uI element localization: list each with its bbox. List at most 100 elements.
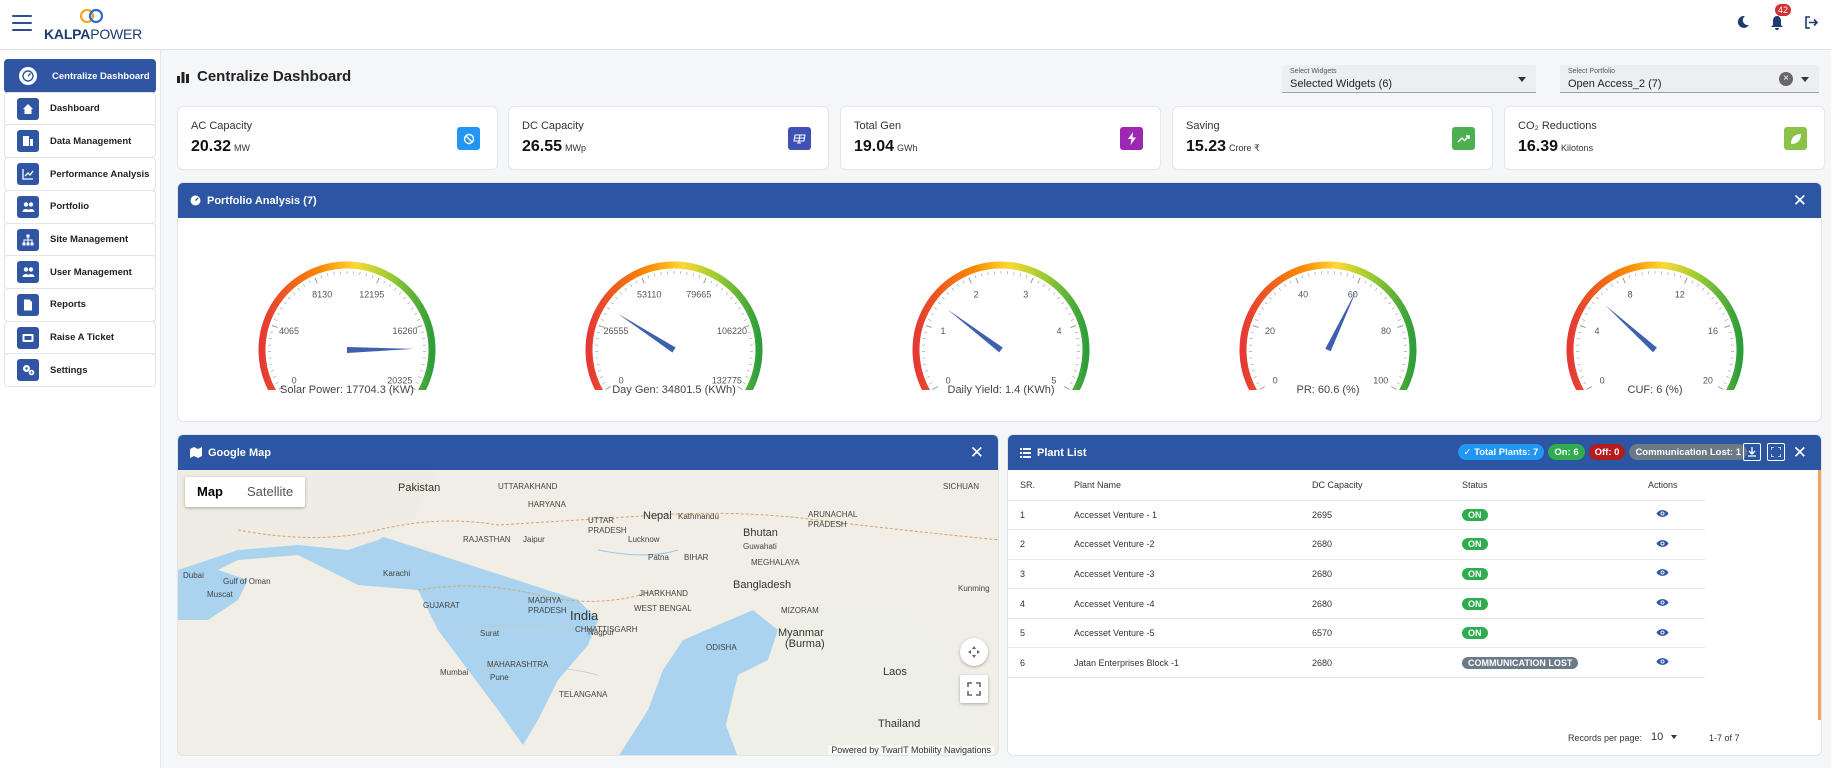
gauge-tick	[619, 292, 623, 295]
map-attribution: Powered by TwarIT Mobility Navigations	[828, 745, 994, 755]
kpi-value: 16.39 Kilotons	[1518, 138, 1594, 155]
sidebar-item-reports[interactable]: Reports	[4, 287, 156, 322]
status-chip[interactable]: ✓ Total Plants: 7	[1457, 444, 1545, 460]
expand-icon[interactable]	[1767, 443, 1785, 461]
map-tab-satellite[interactable]: Satellite	[247, 484, 294, 499]
gauge-tick	[987, 272, 989, 276]
gauge-1: 0 26555 53110 79665 106220 132775 Day Gen: 348…	[574, 250, 774, 410]
google-map-panel: Google Map ✕ Map Satellite Pakistan UTTAR…	[177, 434, 999, 756]
gauge-tick	[981, 273, 983, 277]
clear-selection-icon[interactable]: ×	[1779, 72, 1793, 86]
gauge-tick	[1719, 307, 1722, 310]
gauge-tick-label: 80	[1381, 326, 1391, 336]
gauge-tick	[596, 363, 600, 366]
sidebar-item-user-management[interactable]: User Management	[4, 255, 156, 290]
map-canvas[interactable]: Map Satellite Pakistan UTTARAKHAND HARYANA…	[178, 470, 998, 755]
view-eye-icon[interactable]	[1656, 568, 1669, 579]
gauge-tick	[280, 307, 283, 310]
table-row: 5 Accesset Venture -5 6570 ON	[1008, 618, 1705, 649]
gauge-tick-label: 0	[946, 376, 951, 386]
select-portfolio-dropdown[interactable]: Select Portfolio Open Access_2 (7) ×	[1560, 65, 1819, 93]
chevron-down-icon[interactable]	[1671, 735, 1677, 739]
sidebar-item-performance-analysis[interactable]: Performance Analysis	[4, 157, 156, 192]
gauge-tick	[1284, 284, 1287, 287]
gauge-tick	[598, 325, 605, 328]
gauge-tick-label: 8130	[312, 289, 332, 299]
close-icon[interactable]: ✕	[1792, 191, 1807, 210]
cell-status: ON	[1462, 559, 1648, 590]
page-title-text: Centralize Dashboard	[197, 68, 352, 85]
gauge-tick	[1261, 307, 1264, 310]
view-eye-icon[interactable]	[1656, 509, 1669, 520]
status-chip[interactable]: On: 6	[1548, 444, 1585, 460]
map-place-label: WEST BENGAL	[634, 604, 692, 613]
gauge-tick	[1037, 280, 1040, 284]
close-icon[interactable]: ✕	[1792, 443, 1807, 462]
sidebar-item-dashboard[interactable]: Dashboard	[4, 91, 156, 126]
gauge-needle	[617, 313, 676, 353]
map-place-label: Bhutan	[743, 527, 778, 539]
hamburger-menu-icon[interactable]	[12, 15, 32, 31]
gauge-tick	[1273, 292, 1277, 295]
sidebar-item-data-management[interactable]: Data Management	[4, 124, 156, 159]
gauge-tick	[1396, 382, 1400, 384]
view-eye-icon[interactable]	[1656, 628, 1669, 639]
logout-icon[interactable]	[1801, 12, 1821, 32]
cell-plant-name: Accesset Venture - 1	[1074, 500, 1312, 531]
map-place-label: Karachi	[383, 569, 411, 578]
status-chip[interactable]: Off: 0	[1588, 444, 1626, 460]
sidebar-item-site-management[interactable]: Site Management	[4, 222, 156, 257]
gauge-tick	[937, 301, 941, 305]
cell-plant-name: Accesset Venture -3	[1074, 559, 1312, 590]
gauge-tick	[320, 275, 323, 279]
kpi-value: 19.04 GWh	[854, 138, 918, 155]
kpi-value: 26.55 MWp	[522, 138, 587, 155]
pagination-range: 1-7 of 7	[1709, 733, 1740, 743]
sidebar-item-raise-a-ticket[interactable]: Raise A Ticket	[4, 320, 156, 355]
gauge-tick	[597, 370, 601, 372]
gauge-tick	[1578, 331, 1582, 333]
gauge-tick	[388, 284, 391, 287]
chevron-down-icon[interactable]	[1801, 77, 1809, 82]
gauge-tick	[741, 313, 745, 316]
gauge-tick	[928, 319, 932, 321]
gauge-tick	[1696, 284, 1699, 287]
gauge-2: 0 1 2 3 4 5 Daily Yield: 1.4 (KWh)	[901, 250, 1101, 410]
notification-bell-icon[interactable]: 42	[1767, 4, 1792, 32]
cell-dc-capacity: 2680	[1312, 647, 1462, 679]
gauge-tick	[308, 280, 311, 284]
map-tab-map[interactable]: Map	[197, 484, 223, 499]
gauge-tick	[743, 325, 750, 328]
map-place-label: MAHARASHTRA	[487, 660, 549, 669]
gauge-tick-label: 0	[1273, 376, 1278, 386]
scrollbar[interactable]	[1818, 470, 1821, 720]
cell-plant-name: Accesset Venture -5	[1074, 618, 1312, 649]
view-eye-icon[interactable]	[1656, 539, 1669, 550]
records-per-page-select[interactable]: 10	[1651, 731, 1664, 743]
gauge-tick	[1600, 292, 1604, 295]
sidebar-item-portfolio[interactable]: Portfolio	[4, 189, 156, 224]
status-chip[interactable]: Communication Lost: 1	[1629, 444, 1747, 460]
sidebar-item-settings[interactable]: Settings	[4, 353, 156, 388]
gauge-3: 0 20 40 60 80 100 PR: 60.6 (%)	[1228, 250, 1428, 410]
chevron-down-icon[interactable]	[1518, 77, 1526, 82]
map-place-label: SICHUAN	[943, 482, 980, 491]
view-eye-icon[interactable]	[1656, 598, 1669, 609]
fullscreen-icon[interactable]	[960, 675, 988, 703]
download-icon[interactable]	[1743, 443, 1761, 461]
view-eye-icon[interactable]	[1656, 657, 1669, 668]
street-view-pegman-icon[interactable]	[960, 638, 988, 666]
gauge-tick	[1252, 325, 1259, 328]
close-icon[interactable]: ✕	[969, 443, 984, 462]
gauge-tick	[1397, 319, 1401, 321]
column-header-dc-capacity: DC Capacity	[1312, 470, 1462, 501]
map-place-label: Surat	[480, 629, 500, 638]
sidebar-item-label: Dashboard	[50, 103, 100, 115]
select-widgets-dropdown[interactable]: Select Widgets Selected Widgets (6)	[1282, 65, 1536, 93]
map-place-label: Kunming	[958, 584, 990, 593]
map-place-label: Jaipur	[523, 535, 545, 544]
sidebar-item-centralize-dashboard[interactable]: Centralize Dashboard	[4, 59, 156, 93]
dark-mode-moon-icon[interactable]	[1733, 12, 1753, 32]
map-place-label: Mumbai	[440, 668, 469, 677]
gauge-tick	[1013, 272, 1015, 276]
